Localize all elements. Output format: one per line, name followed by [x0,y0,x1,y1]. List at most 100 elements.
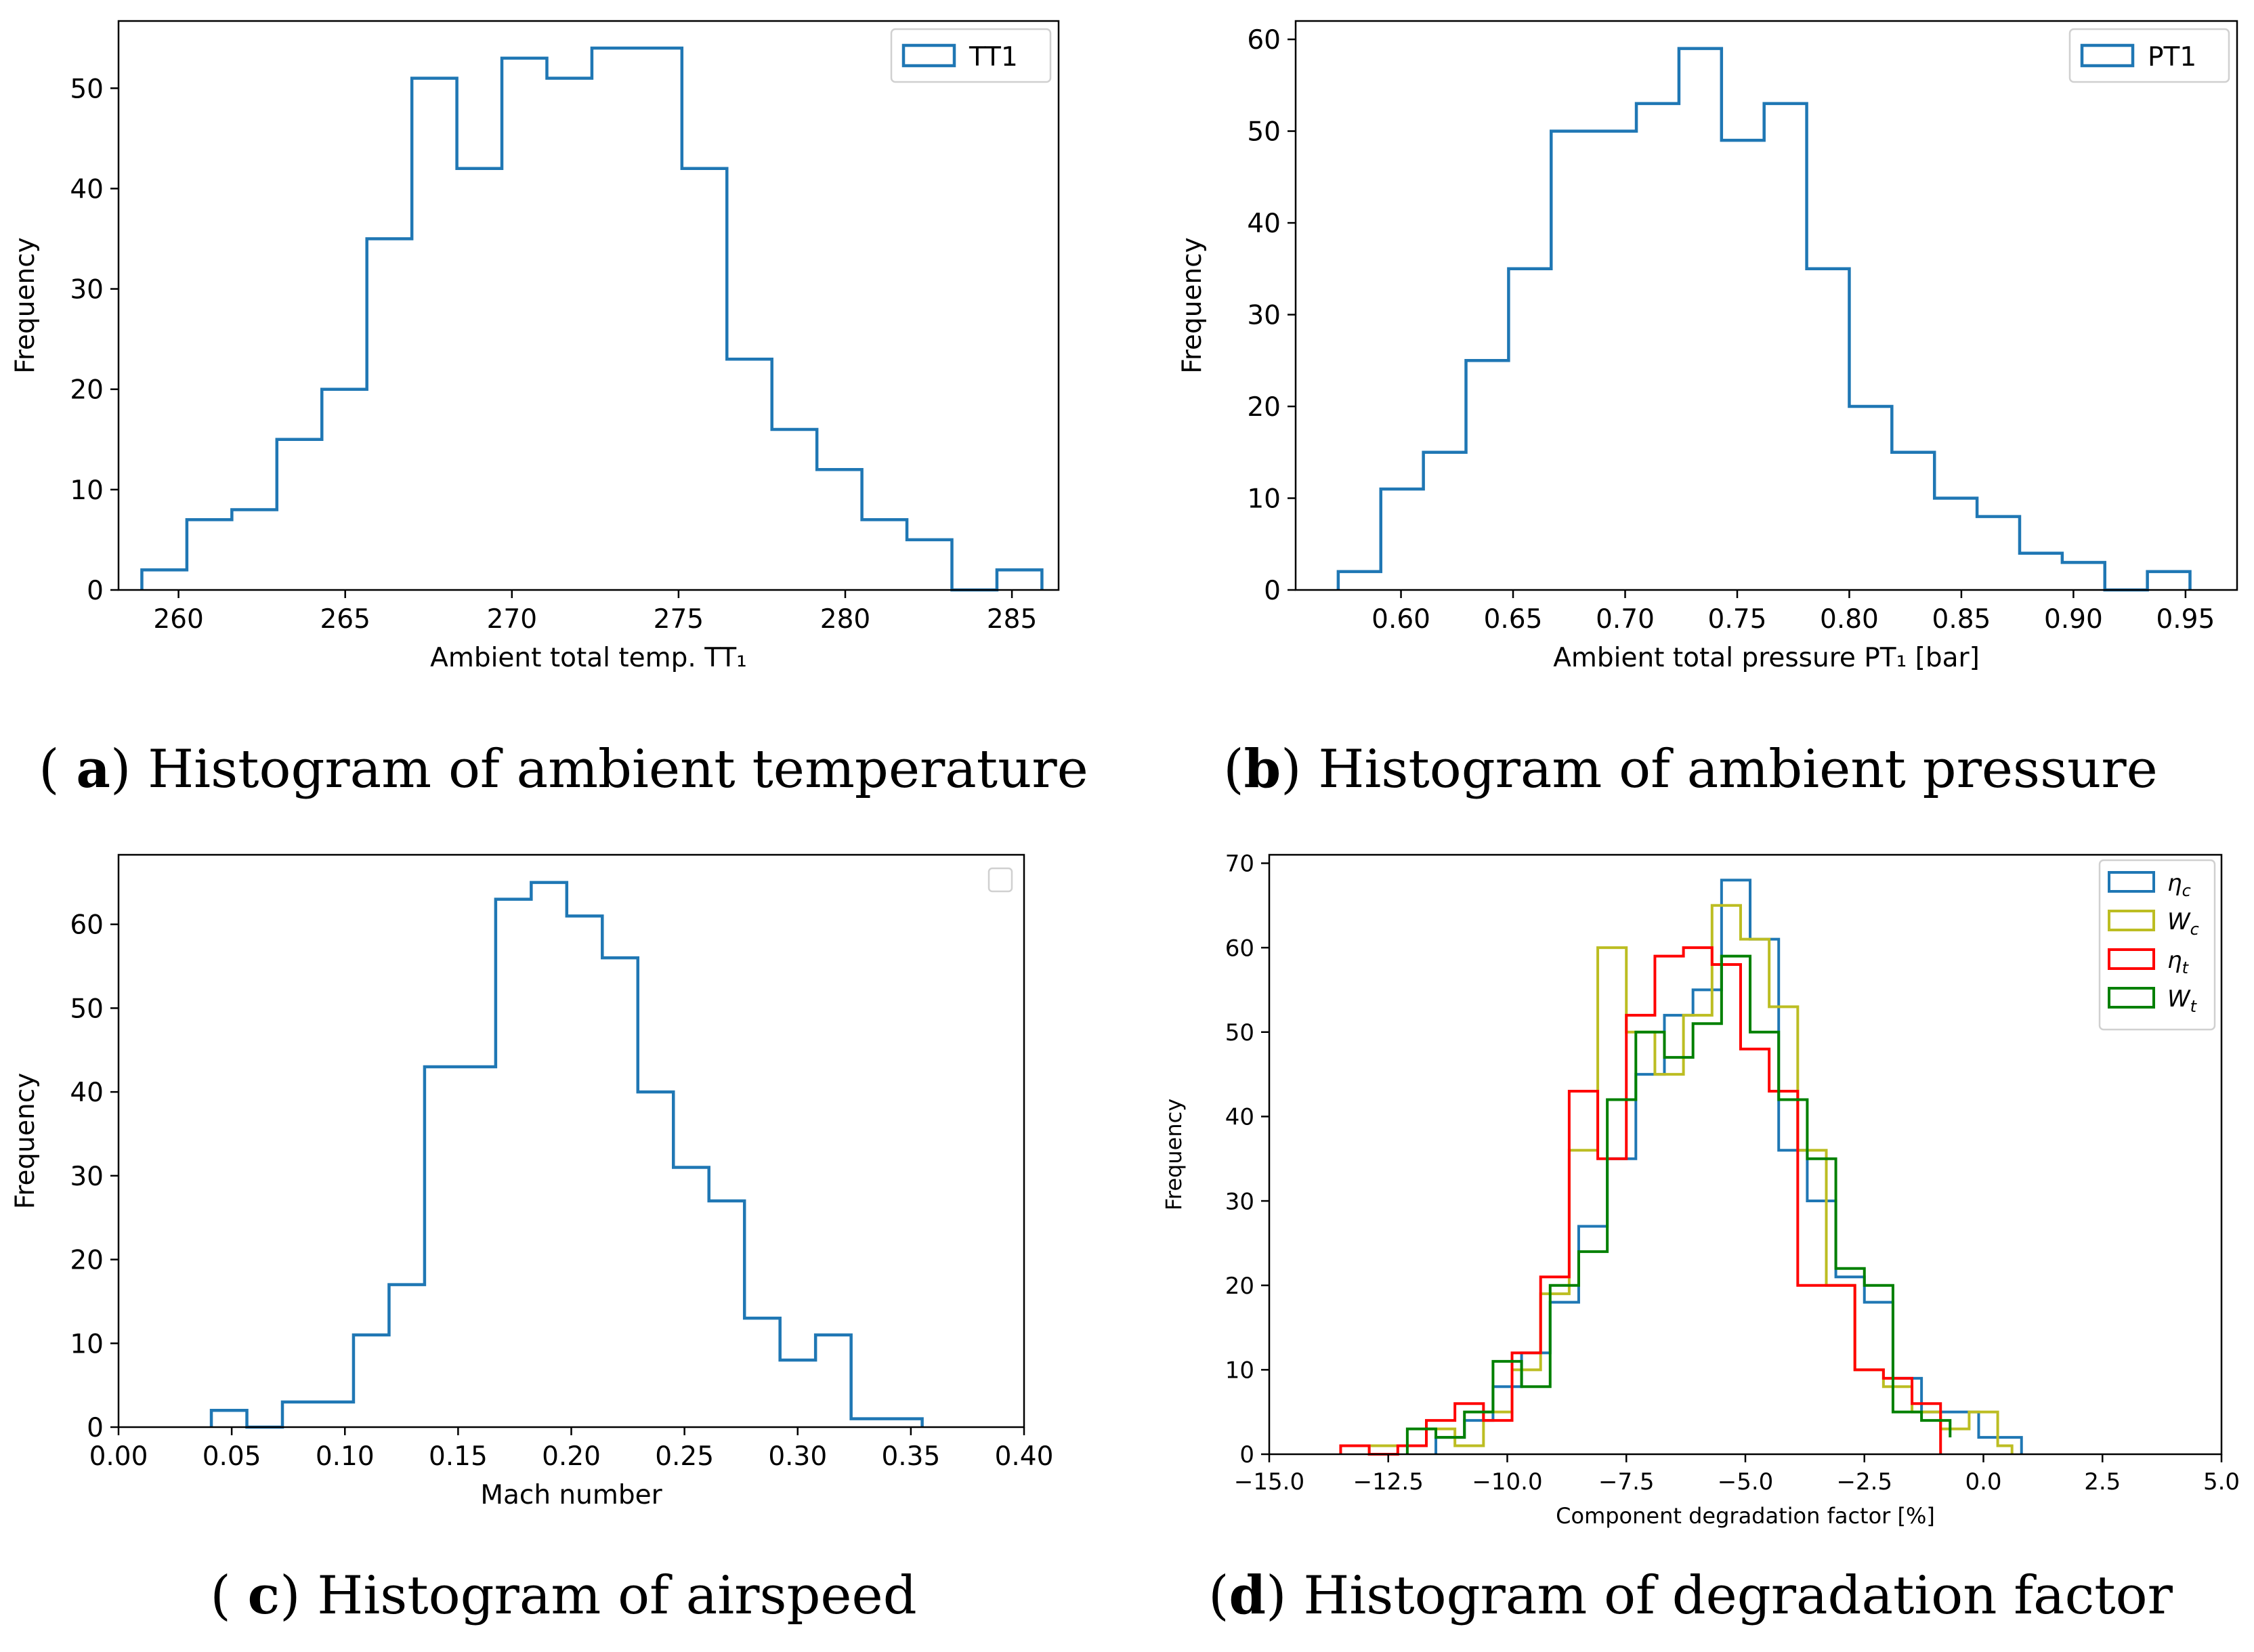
histogram-series-1 [1434,878,2023,1454]
legend-swatch [2108,987,2155,1009]
chart-b: 0.60 0.65 0.70 0.75 0.80 0.85 0.90 0.95 0 10 20 30 4… [1177,20,2238,673]
panel-b: 0.60 0.65 0.70 0.75 0.80 0.85 0.90 0.95 0 10 20 30 4… [1127,0,2254,826]
y-tick-label: 30 [1225,1188,1254,1215]
y-tick-label: 50 [1247,117,1281,148]
legend [987,867,1013,893]
histogram-series-4 [1405,954,1952,1454]
y-tick-label: 10 [70,475,104,506]
y-tick-label: 70 [1225,851,1254,878]
chart-d: −15.0 −12.5 −10.0 −7.5 −5.0 −2.5 0.0 2.5 5.0 0 10 2… [1161,851,2240,1529]
legend-label-subscript: c [2190,920,2199,939]
panel-c: 0.00 0.05 0.10 0.15 0.20 0.25 0.30 0.35 0.40 0 10 2… [0,826,1127,1652]
x-tick-label: 0.10 [316,1441,375,1472]
chart-c: 0.00 0.05 0.10 0.15 0.20 0.25 0.30 0.35 0.40 0 10 2… [10,853,1054,1510]
legend-label-subscript: t [2190,997,2198,1016]
y-tick-label: 10 [1247,484,1281,515]
plot-frame [1294,20,2238,591]
x-tick-label: 0.30 [768,1441,827,1472]
y-tick-label: 0 [1239,1441,1254,1468]
legend-swatch [2108,948,2155,970]
x-tick-label: 0.80 [1820,604,1879,635]
plot-frame [117,853,1025,1428]
legend: PT1 [2068,28,2230,83]
plot-frame [1268,853,2223,1456]
x-tick-label: 0.40 [995,1441,1054,1472]
y-tick-label: 0 [1264,576,1281,606]
x-tick-label: −5.0 [1718,1468,1774,1496]
x-tick-label: −10.0 [1472,1468,1542,1496]
y-tick-label: 60 [1247,25,1281,56]
caption-a: ( a) Histogram of ambient temperature [39,738,1088,800]
x-tick-label: 0.20 [542,1441,601,1472]
panel-d: −15.0 −12.5 −10.0 −7.5 −5.0 −2.5 0.0 2.5 5.0 0 10 2… [1127,826,2254,1652]
x-tick-label: 0.75 [1708,604,1767,635]
y-tick-label: 40 [1225,1104,1254,1131]
x-tick-label: 0.35 [881,1441,940,1472]
y-axis-label: Frequency [10,1073,41,1209]
x-tick-label: −15.0 [1234,1468,1304,1496]
x-tick-label: 0.85 [1932,604,1991,635]
x-tick-label: −12.5 [1353,1468,1424,1496]
y-tick-label: 20 [70,1246,104,1276]
histogram-series-1 [1336,47,2192,592]
legend-box [2098,859,2216,1031]
y-tick-label: 20 [1225,1273,1254,1300]
x-axis-label: Ambient total pressure PT₁ [bar] [1553,643,1980,673]
x-tick-label: 0.15 [429,1441,488,1472]
x-tick-label: 0.00 [89,1441,148,1472]
x-tick-label: 0.0 [1965,1468,2001,1496]
x-tick-label: 0.95 [2156,604,2215,635]
panel-a: 260 265 270 275 280 285 0 10 20 30 40 50 Ambient tot… [0,0,1127,826]
histogram-series-3 [1339,946,1942,1456]
x-tick-label: 0.70 [1596,604,1655,635]
x-tick-label: 0.60 [1371,604,1430,635]
histogram-series-1 [140,46,1044,592]
x-tick-label: 265 [320,604,370,635]
y-tick-label: 0 [87,1413,104,1443]
plot-frame [117,20,1060,591]
y-tick-label: 0 [87,576,104,606]
x-tick-label: 5.0 [2203,1468,2240,1496]
y-tick-label: 50 [70,994,104,1024]
legend-box [2068,28,2230,83]
caption-c: ( c) Histogram of airspeed [210,1565,917,1626]
y-tick-label: 30 [70,275,104,305]
y-tick-label: 50 [70,74,104,104]
caption-d: (d) Histogram of degradation factor [1208,1565,2173,1626]
legend-label-subscript: c [2182,881,2191,900]
x-tick-label: 0.90 [2044,604,2103,635]
x-axis-label: Component degradation factor [%] [1556,1503,1935,1529]
histogram-series-1 [209,881,924,1429]
legend: TT1 [890,28,1052,83]
x-tick-label: 270 [487,604,537,635]
legend-swatch [901,43,956,68]
x-axis-label: Mach number [480,1480,662,1510]
histogram-series-2 [1367,904,2014,1454]
x-tick-label: −7.5 [1598,1468,1655,1496]
y-tick-label: 60 [1225,935,1254,962]
legend-swatch [2080,43,2135,68]
y-tick-label: 10 [1225,1357,1254,1384]
y-axis-label: Frequency [1161,1099,1187,1210]
x-tick-label: 2.5 [2084,1468,2121,1496]
x-tick-label: 285 [987,604,1037,635]
x-axis-label: Ambient total temp. TT₁ [430,643,747,673]
y-tick-label: 50 [1225,1019,1254,1046]
x-tick-label: 0.65 [1484,604,1543,635]
x-tick-label: 275 [654,604,704,635]
y-axis-label: Frequency [1177,237,1208,373]
y-tick-label: 30 [70,1162,104,1192]
legend-swatch [2108,910,2155,931]
legend-label: TT1 [969,42,1018,72]
legend-box [987,867,1013,893]
y-axis-label: Frequency [10,237,41,373]
caption-b: (b) Histogram of ambient pressure [1223,738,2158,800]
legend-label: PT1 [2148,42,2196,72]
legend-swatch [2108,871,2155,893]
y-tick-label: 60 [70,910,104,941]
x-tick-label: 280 [820,604,870,635]
x-tick-label: −2.5 [1836,1468,1892,1496]
y-tick-label: 40 [70,1078,104,1108]
y-tick-label: 10 [70,1329,104,1359]
